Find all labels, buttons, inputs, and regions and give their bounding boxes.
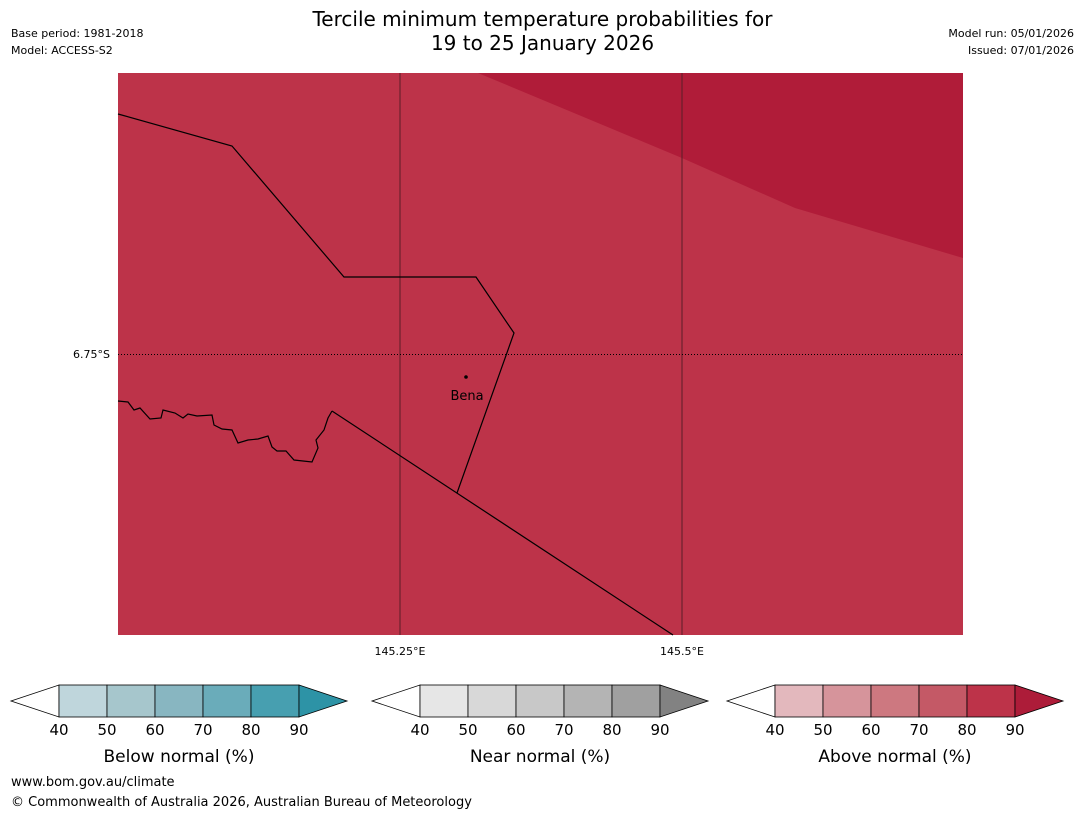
colorbar-tick-label: 70 xyxy=(193,721,212,739)
colorbar-title: Below normal (%) xyxy=(104,747,255,767)
colorbar-segment xyxy=(774,684,824,718)
colorbar-title: Near normal (%) xyxy=(470,747,610,767)
footer-url: www.bom.gov.au/climate xyxy=(11,775,175,790)
colorbar-tick-label: 90 xyxy=(1005,721,1024,739)
colorbar-segment xyxy=(966,684,1016,718)
colorbar-tick-label: 80 xyxy=(241,721,260,739)
metadata-right: Model run: 05/01/2026 Issued: 07/01/2026 xyxy=(948,25,1074,59)
colorbar-min-extend xyxy=(9,684,60,718)
colorbar-0: 40 50 60 70 80 90 Below normal (%) xyxy=(9,684,349,767)
map-title-line2: 19 to 25 January 2026 xyxy=(430,31,655,55)
issued-text: Issued: 07/01/2026 xyxy=(967,44,1074,57)
map-title: Tercile minimum temperature probabilitie… xyxy=(0,7,1085,55)
colorbar-segment xyxy=(563,684,613,718)
colorbar-1: 40 50 60 70 80 90 Near normal (%) xyxy=(370,684,710,767)
longitude-label-145-25: 145.25°E xyxy=(375,645,426,658)
model-text: Model: ACCESS-S2 xyxy=(11,44,113,57)
latitude-label: 6.75°S xyxy=(73,348,110,361)
colorbar-segment xyxy=(419,684,469,718)
colorbar-tick-label: 60 xyxy=(861,721,880,739)
map-area: Bena xyxy=(117,73,963,636)
metadata-left: Base period: 1981-2018 Model: ACCESS-S2 xyxy=(11,25,143,59)
colorbar-segment xyxy=(154,684,204,718)
colorbar-max-extend xyxy=(659,684,710,718)
colorbar-segment xyxy=(870,684,920,718)
colorbar-segment xyxy=(106,684,156,718)
colorbar-segment xyxy=(58,684,108,718)
coastline-boundary xyxy=(117,400,333,463)
model-run-text: Model run: 05/01/2026 xyxy=(948,27,1074,40)
colorbar-min-extend xyxy=(725,684,776,718)
colorbar-tick-label: 50 xyxy=(458,721,477,739)
colorbar-tick-label: 60 xyxy=(506,721,525,739)
colorbar-segment xyxy=(822,684,872,718)
district-boundary xyxy=(117,113,515,494)
province-boundary xyxy=(331,410,674,636)
colorbar-segment xyxy=(515,684,565,718)
colorbar-tick-label: 80 xyxy=(602,721,621,739)
colorbar-tick-label: 70 xyxy=(554,721,573,739)
colorbar-min-extend xyxy=(370,684,421,718)
colorbar-tick-label: 40 xyxy=(49,721,68,739)
colorbar-2: 40 50 60 70 80 90 Above normal (%) xyxy=(725,684,1065,767)
place-marker xyxy=(464,375,468,379)
place-label-bena: Bena xyxy=(450,389,483,404)
colorbar-segment xyxy=(918,684,968,718)
colorbar-tick-label: 80 xyxy=(957,721,976,739)
colorbar-tick-label: 40 xyxy=(765,721,784,739)
colorbar-tick-label: 50 xyxy=(813,721,832,739)
colorbar-title: Above normal (%) xyxy=(818,747,971,767)
colorbar-segment xyxy=(467,684,517,718)
colorbar-tick-label: 40 xyxy=(410,721,429,739)
colorbar-tick-label: 90 xyxy=(650,721,669,739)
colorbar-tick-label: 90 xyxy=(289,721,308,739)
footer-copyright: © Commonwealth of Australia 2026, Austra… xyxy=(11,795,472,810)
map-title-line1: Tercile minimum temperature probabilitie… xyxy=(312,7,773,31)
colorbar-segment xyxy=(202,684,252,718)
base-period-text: Base period: 1981-2018 xyxy=(11,27,144,40)
colorbar-max-extend xyxy=(1014,684,1065,718)
probability-field-high xyxy=(478,73,963,258)
colorbar-segment xyxy=(611,684,661,718)
longitude-label-145-5: 145.5°E xyxy=(660,645,704,658)
colorbar-legends: 40 50 60 70 80 90 Below normal (%) 40 50 60 70 80 90… xyxy=(9,684,1065,767)
colorbar-max-extend xyxy=(298,684,349,718)
colorbar-tick-label: 70 xyxy=(909,721,928,739)
colorbar-tick-label: 50 xyxy=(97,721,116,739)
colorbar-tick-label: 60 xyxy=(145,721,164,739)
colorbar-segment xyxy=(250,684,300,718)
